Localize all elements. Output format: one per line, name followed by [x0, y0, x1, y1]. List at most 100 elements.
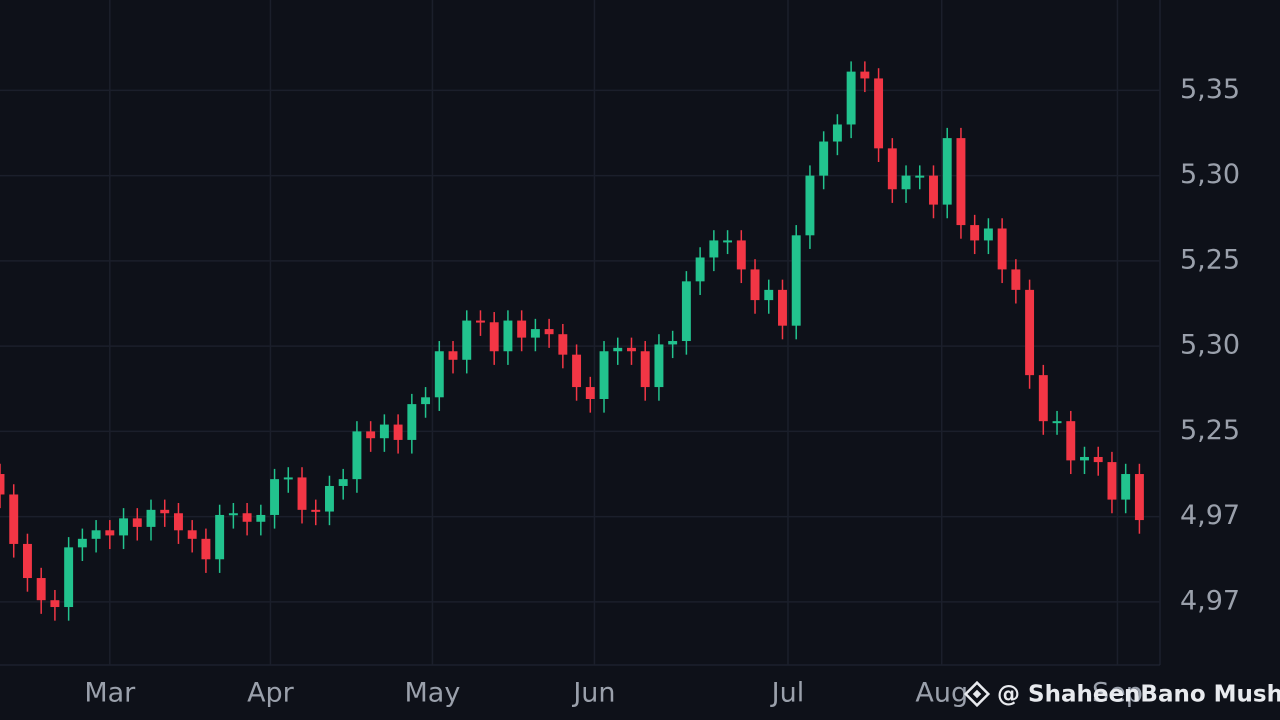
candle-body [160, 509, 170, 514]
candle-body [77, 538, 87, 548]
candle-body [325, 485, 334, 512]
candle-body [393, 424, 403, 440]
candle-body [462, 320, 472, 360]
candle-body [1080, 456, 1089, 461]
candle-body [36, 578, 46, 601]
candle-body [517, 320, 527, 338]
candle-body [1038, 375, 1048, 422]
y-tick-label: 5,35 [1180, 74, 1240, 105]
candle-body [805, 175, 815, 236]
candle-body [489, 322, 499, 352]
candle-body [379, 424, 389, 439]
candle-body [91, 530, 101, 539]
candle-body [860, 71, 870, 79]
candle-body [585, 387, 595, 399]
candle-body [174, 513, 183, 531]
candle-body [901, 175, 911, 190]
candle-body [297, 477, 307, 510]
candle-body [1052, 421, 1062, 424]
candle-body [50, 600, 60, 608]
candle-body [1107, 462, 1117, 500]
watermark: @ ShaheenBano Mushtaq [997, 682, 1280, 708]
candle-body [352, 431, 362, 480]
candle-body [558, 334, 568, 355]
candle-body [215, 514, 225, 560]
candle-body [613, 347, 623, 352]
candle-body [201, 538, 211, 560]
candle-body [572, 354, 582, 388]
candle-body [929, 175, 938, 205]
x-tick-label: Jul [770, 678, 805, 709]
candle-body [421, 397, 431, 405]
watermark-group: @ ShaheenBano Mushtaq [963, 680, 1280, 708]
candle-body [640, 351, 650, 388]
x-tick-label: Jun [571, 678, 615, 709]
candle-body [146, 509, 156, 527]
candle-body [1093, 456, 1103, 463]
candle-body [311, 509, 321, 512]
candle-body [9, 494, 19, 544]
candle-body [256, 514, 266, 522]
candle-body [1134, 474, 1144, 521]
candle-body [503, 320, 513, 352]
candle-body [874, 78, 884, 149]
candle-body [64, 547, 74, 608]
candle-body [242, 513, 252, 522]
candle-body [448, 351, 458, 360]
candle-body [283, 477, 293, 480]
candle-body [970, 225, 980, 241]
candle-body [228, 513, 238, 516]
candle-body [942, 138, 952, 205]
candle-body [764, 289, 774, 301]
candle-body [736, 240, 746, 270]
candle-body [778, 289, 787, 326]
candle-body [1121, 474, 1131, 500]
candle-body [668, 341, 678, 345]
candle-body [695, 257, 705, 282]
x-tick-label: May [405, 678, 461, 709]
candle-body [887, 148, 897, 190]
candle-body [983, 228, 993, 241]
candle-body [544, 329, 554, 335]
candle-body [476, 320, 485, 323]
y-tick-label: 5,25 [1180, 415, 1240, 446]
candle-body [530, 329, 540, 338]
candle-body [338, 479, 348, 486]
candle-body [627, 347, 636, 352]
candle-body [709, 240, 719, 258]
y-tick-label: 5,30 [1180, 330, 1240, 361]
candle-body [791, 235, 801, 326]
candle-body [105, 530, 115, 536]
candle-body [846, 71, 856, 125]
candle-body [270, 479, 280, 515]
candle-body [956, 138, 966, 226]
x-tick-label: Apr [247, 678, 295, 709]
axis-labels: 5,35 5,30 5,25 5,30 5,25 4,97 4,97 Mar Apr May Jun… [84, 74, 1240, 709]
candle-body [187, 530, 197, 539]
candle-body [654, 344, 664, 388]
candle-body [819, 141, 829, 176]
y-tick-label: 5,25 [1180, 244, 1240, 275]
candle-body [915, 175, 925, 178]
candle-body [1011, 269, 1021, 290]
candle-body [599, 351, 609, 399]
candle-body [750, 269, 760, 301]
y-tick-label: 4,97 [1180, 585, 1240, 616]
candle-body [1025, 289, 1035, 376]
candle-body [434, 351, 444, 398]
candle-body [1066, 421, 1076, 461]
x-tick-label: Mar [84, 678, 136, 709]
candle-body [22, 543, 32, 579]
x-tick-label: Sep [1092, 678, 1143, 709]
x-tick-label: Aug [915, 678, 968, 709]
candles [0, 61, 1144, 621]
candle-body [407, 404, 417, 440]
candle-body [366, 431, 376, 439]
candle-body [681, 281, 691, 342]
candle-body [132, 518, 142, 527]
candle-body [119, 518, 129, 536]
y-tick-label: 4,97 [1180, 500, 1240, 531]
candle-body [997, 228, 1007, 270]
